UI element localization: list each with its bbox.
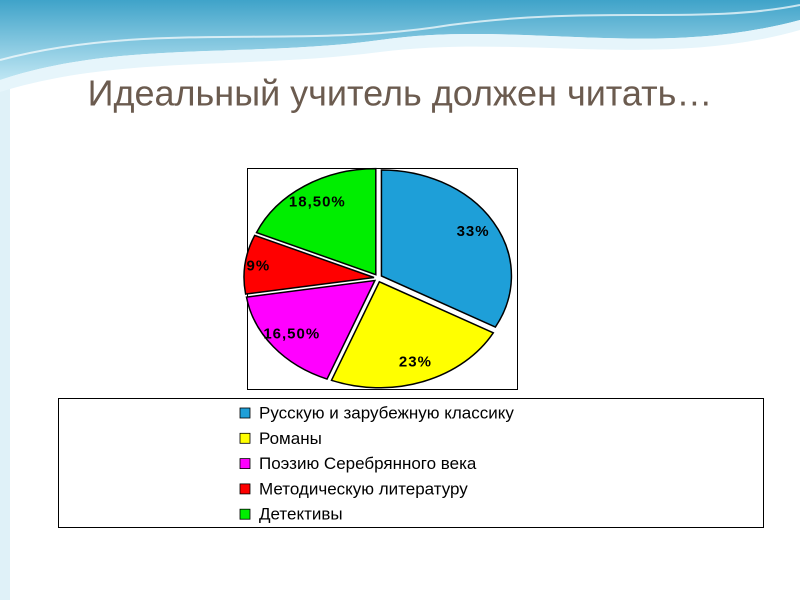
data-label: 23% xyxy=(399,354,432,371)
pie-slice xyxy=(330,280,495,389)
pie-slice xyxy=(255,167,377,276)
legend-swatch xyxy=(239,508,251,520)
legend-swatch xyxy=(239,432,251,444)
header-line xyxy=(0,4,800,61)
pie: 33% 23% 16,50% 9% 18,50% xyxy=(243,167,513,389)
legend-swatch xyxy=(239,407,251,419)
pie-slice xyxy=(380,169,513,328)
data-label: 16,50% xyxy=(263,325,320,342)
slide-title: Идеальный учитель должен читать… xyxy=(88,73,713,114)
legend: Русскую и зарубежную классику Романы Поэзи… xyxy=(239,403,514,524)
header-wave-light xyxy=(0,20,800,92)
legend-label: Детективы xyxy=(259,505,343,524)
legend-label: Методическую литературу xyxy=(259,479,468,498)
pie-slice xyxy=(243,234,375,295)
data-label: 33% xyxy=(457,223,490,240)
data-label: 9% xyxy=(247,258,271,275)
legend-frame xyxy=(58,398,764,528)
legend-label: Русскую и зарубежную классику xyxy=(259,403,514,422)
data-label: 18,50% xyxy=(289,194,346,211)
legend-swatch xyxy=(239,458,251,470)
legend-label: Поэзию Серебрянного века xyxy=(259,454,477,473)
side-strip xyxy=(0,0,10,600)
pie-slice xyxy=(245,279,377,380)
legend-swatch xyxy=(239,483,251,495)
legend-label: Романы xyxy=(259,429,322,448)
header-wave xyxy=(0,0,800,80)
